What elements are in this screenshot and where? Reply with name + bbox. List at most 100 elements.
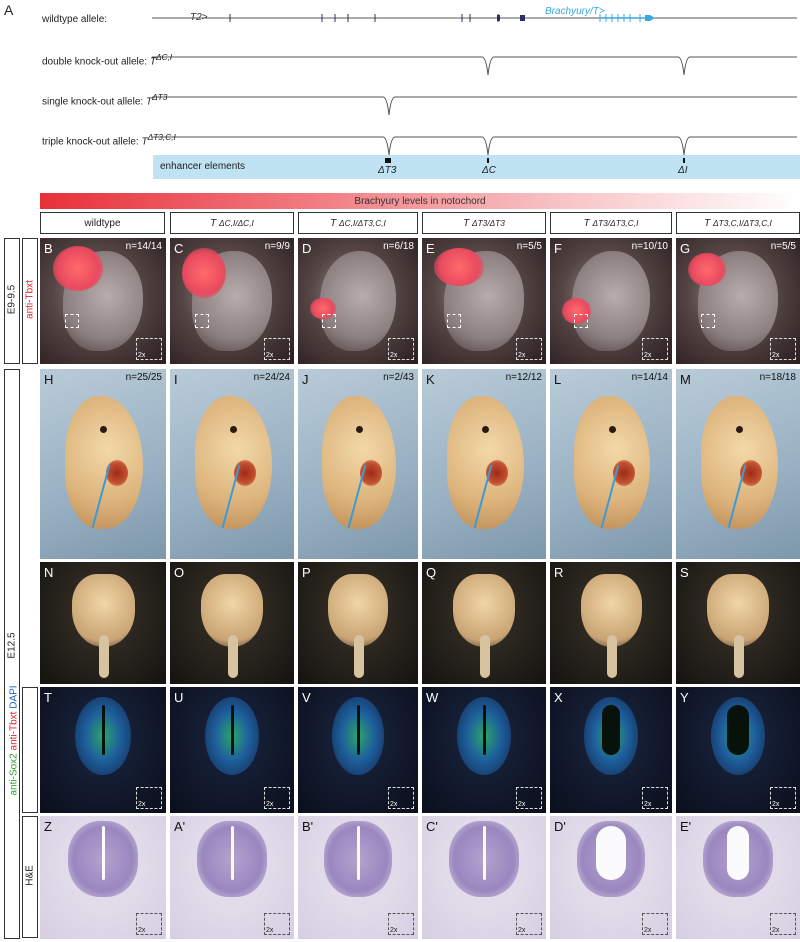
eye [735,426,743,433]
zoom-inset-label: 2x [390,801,398,808]
panel-u: U 2x [170,687,294,813]
panel-w: W 2x [422,687,546,813]
panel-letter: D' [554,819,566,834]
panel-letter: C [174,241,184,256]
zoom-inset: 2x [388,787,414,809]
enhancer-c-label: ΔC [482,165,496,176]
col-header-2-sym: T [210,217,217,229]
panel-a-letter: A [4,2,14,18]
specimen-image [194,395,272,529]
panel-letter: T [44,690,52,705]
col-header-6: T ΔT3,C,I/ΔT3,C,I [676,212,800,234]
col-header-3-sym: T [330,217,337,229]
panel-letter: W [426,690,439,705]
triple-ko-label: triple knock-out allele: TΔT3,C,I [42,132,176,147]
panel-b-prime: B' 2x [298,816,418,939]
row-dapi-label: DAPI [8,685,20,709]
row-box-if [22,687,38,813]
row-box-tbxt [22,238,38,364]
panel-letter: X [554,690,563,705]
panel-s: S [676,562,800,684]
col-header-6-sup: ΔT3,C,I/ΔT3,C,I [713,218,772,228]
zoom-inset-label: 2x [772,927,780,934]
panel-letter: O [174,565,185,580]
wildtype-allele-label: wildtype allele: [42,14,108,25]
zoom-inset: 2x [770,787,796,809]
tbxt-stain [310,298,337,319]
liver [740,460,763,487]
neural-canal [356,704,360,756]
zoom-inset-label: 2x [518,927,526,934]
liver [234,460,257,487]
panel-e-prime: E' 2x [676,816,800,939]
zoom-inset: 2x [642,913,668,935]
neural-canal [356,825,360,880]
col-header-2-sup: ΔC,I/ΔC,I [219,218,254,228]
single-ko-sup: ΔT3 [152,92,168,102]
col-header-4-sym: T [463,217,470,229]
specimen-image [65,395,144,529]
enhancer-t3-mark [385,158,391,163]
specimen-image [201,574,263,648]
zoom-inset: 2x [516,338,542,360]
panel-letter: C' [426,819,438,834]
neural-canal [482,704,486,756]
row-tbxt-label: anti-Tbxt [24,280,36,319]
tbxt-stain [688,253,726,286]
zoom-inset-label: 2x [772,352,780,359]
row-if-label: anti-Sox2 anti-Tbxt DAPI [9,685,20,795]
specimen-image [580,574,642,648]
panel-letter: K [426,372,435,387]
panel-letter: I [174,372,178,387]
neural-canal [482,825,486,880]
specimen-image [328,574,388,648]
stage-e9-label: E9-9.5 [6,284,18,315]
eye [481,426,489,433]
panel-letter: G [680,241,691,256]
enhancer-bar [153,155,800,179]
panel-r: R [550,562,672,684]
panel-d-prime: D' 2x [550,816,672,939]
zoom-inset: 2x [516,913,542,935]
triple-ko-sym: T [141,136,148,148]
zoom-inset: 2x [388,338,414,360]
sample-count: n=10/10 [631,241,668,252]
panel-letter: Z [44,819,52,834]
zoom-inset-label: 2x [390,352,398,359]
specimen-image [700,395,778,529]
eye [355,426,363,433]
brachyury-gradient [40,193,800,209]
row-he-label: H&E [24,865,36,886]
neural-canal [101,825,105,880]
panel-letter: D [302,241,312,256]
panel-letter: F [554,241,562,256]
panel-c-prime: C' 2x [422,816,546,939]
zoom-inset-label: 2x [266,927,274,934]
zoom-inset: 2x [264,787,290,809]
gradient-label: Brachyury levels in notochord [354,195,486,207]
liver [486,460,509,487]
zoom-inset: 2x [770,913,796,935]
neural-canal [596,825,626,880]
panel-letter: A' [174,819,186,834]
zoom-inset: 2x [264,913,290,935]
tail [228,635,239,678]
panel-x: X 2x [550,687,672,813]
zoom-inset-label: 2x [138,927,146,934]
tbxt-stain [182,248,226,299]
enhancer-i-label: ΔI [678,165,688,176]
stage-e12-label: E12.5 [6,632,18,659]
panel-letter: B' [302,819,314,834]
zoom-inset-label: 2x [266,352,274,359]
specimen-image [322,395,397,529]
specimen-image [71,574,135,648]
zoom-inset: 2x [642,338,668,360]
